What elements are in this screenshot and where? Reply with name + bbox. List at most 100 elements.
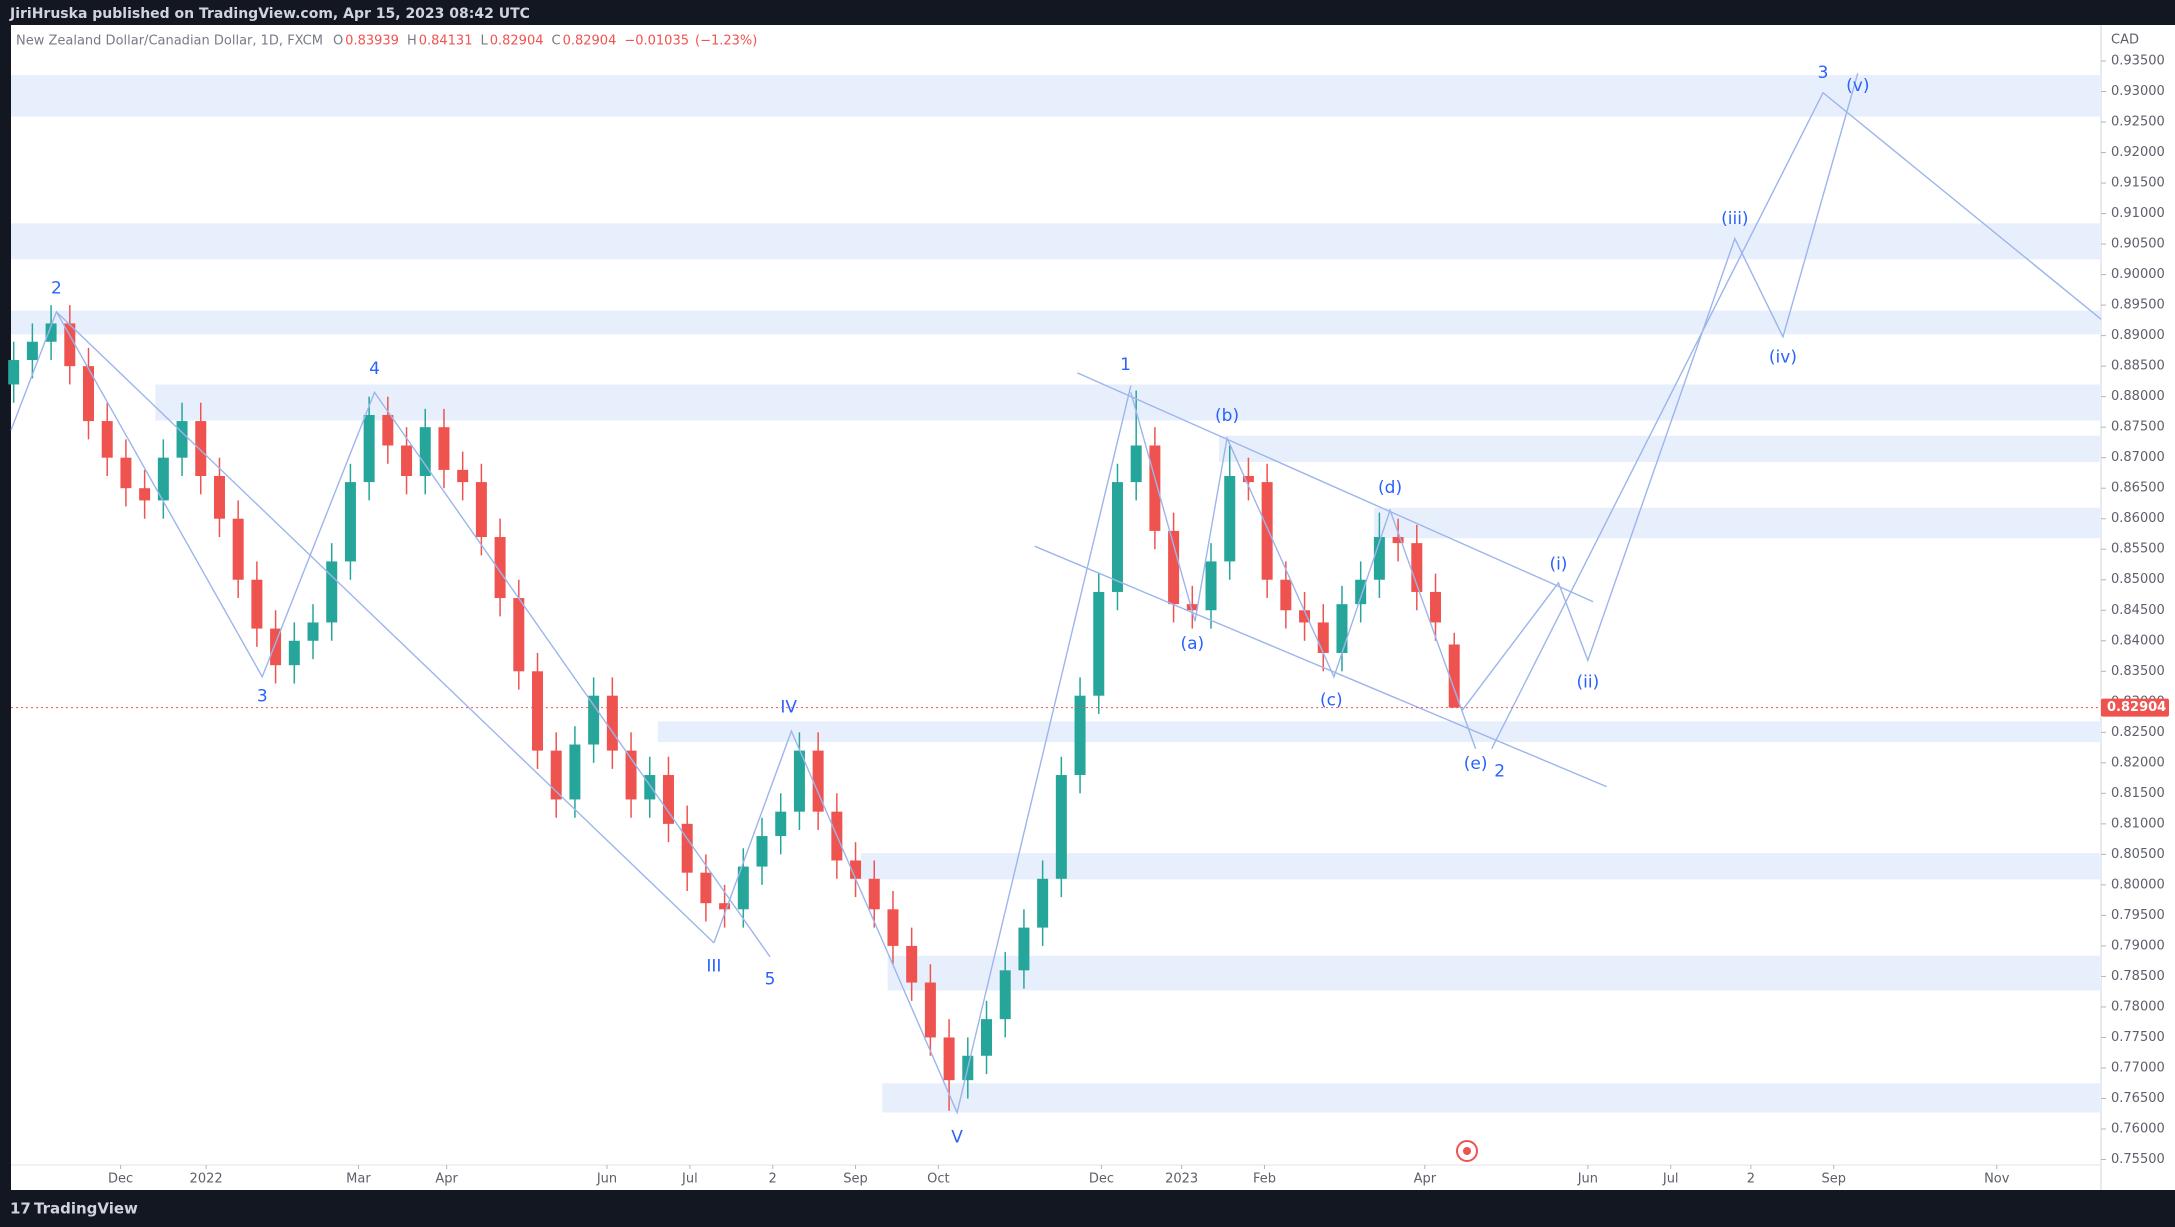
y-tick-label: 0.76500 xyxy=(2111,1091,2165,1106)
legend-item: −0.01035 xyxy=(624,34,689,49)
y-tick-label: 0.90500 xyxy=(2111,237,2165,252)
wave-label: (iii) xyxy=(1721,209,1748,229)
wave-line xyxy=(1491,91,2102,750)
currency: CAD xyxy=(2111,33,2139,48)
y-tick-label: 0.78500 xyxy=(2111,969,2165,984)
event-icon[interactable] xyxy=(1456,1140,1478,1162)
y-tick-label: 0.91500 xyxy=(2111,176,2165,191)
candle-body xyxy=(513,598,525,672)
legend-item: O xyxy=(333,34,343,49)
candle-body xyxy=(532,671,544,751)
candle-body xyxy=(1242,475,1254,483)
candle-body xyxy=(120,457,132,489)
candle-body xyxy=(101,421,113,458)
candle-body xyxy=(139,488,151,501)
candle-body xyxy=(644,775,656,800)
candle-body xyxy=(1205,561,1217,611)
candle-body xyxy=(756,836,768,867)
wave-label: (v) xyxy=(1846,76,1869,96)
y-tick-label: 0.82000 xyxy=(2111,755,2165,770)
candle-body xyxy=(382,414,394,446)
x-tick-label: 2 xyxy=(769,1172,777,1187)
y-tick-label: 0.84000 xyxy=(2111,633,2165,648)
candle-body xyxy=(625,750,637,800)
x-tick-label: Mar xyxy=(346,1172,371,1187)
candle-body xyxy=(1448,644,1460,708)
price-zone xyxy=(1219,435,2101,462)
wave-label: 4 xyxy=(369,359,380,379)
wave-label: (a) xyxy=(1180,634,1204,654)
y-tick-label: 0.76000 xyxy=(2111,1121,2165,1136)
y-tick-label: 0.91000 xyxy=(2111,206,2165,221)
candle-body xyxy=(662,775,674,824)
legend-item: 0.83939 xyxy=(345,34,399,49)
candle-body xyxy=(1130,445,1142,483)
candle-body xyxy=(195,421,207,476)
y-tick-label: 0.81000 xyxy=(2111,816,2165,831)
price-zone xyxy=(11,75,2101,117)
candle-body xyxy=(288,640,300,666)
price-zone xyxy=(11,310,2101,335)
wave-line xyxy=(1130,392,1477,750)
candle-body xyxy=(401,445,413,476)
publish-info: JiriHruska published on TradingView.com,… xyxy=(9,6,530,22)
candle-body xyxy=(981,1019,993,1056)
candle-body xyxy=(494,537,506,599)
legend-item: 0.82904 xyxy=(490,34,544,49)
candle-body xyxy=(1411,543,1423,592)
x-tick-label: Dec xyxy=(108,1172,133,1187)
y-tick-label: 0.87500 xyxy=(2111,420,2165,435)
x-tick-label: Dec xyxy=(1089,1172,1114,1187)
candle-body xyxy=(906,945,918,983)
wave-label: (i) xyxy=(1549,554,1567,574)
candle-body xyxy=(26,341,38,361)
candle-body xyxy=(1168,530,1180,605)
y-tick-label: 0.81500 xyxy=(2111,786,2165,801)
candle-body xyxy=(1317,622,1329,653)
candle-body xyxy=(1111,482,1123,592)
candle-body xyxy=(1430,591,1442,623)
y-tick-label: 0.85500 xyxy=(2111,542,2165,557)
x-tick-label: Sep xyxy=(1821,1172,1846,1187)
wave-label: 5 xyxy=(765,969,776,989)
y-tick-label: 0.84500 xyxy=(2111,603,2165,618)
y-tick-label: 0.89500 xyxy=(2111,298,2165,313)
wave-line xyxy=(713,385,1132,1115)
wave-label: 3 xyxy=(257,686,268,706)
legend-item: 0.82904 xyxy=(563,34,617,49)
candle-body xyxy=(924,982,936,1038)
candle-body xyxy=(1018,927,1030,971)
y-tick-label: 0.90000 xyxy=(2111,267,2165,282)
candle-body xyxy=(475,482,487,538)
candle-body xyxy=(943,1037,955,1081)
candle-body xyxy=(887,909,899,946)
price-zone xyxy=(887,955,2101,991)
candle-body xyxy=(999,970,1011,1020)
y-tick-label: 0.88500 xyxy=(2111,359,2165,374)
price-zone xyxy=(11,223,2101,260)
x-tick-label: Jul xyxy=(1662,1172,1679,1187)
candle-body xyxy=(363,414,375,483)
wave-label: V xyxy=(951,1128,963,1148)
candle-body xyxy=(1373,537,1385,580)
candle-body xyxy=(83,366,95,422)
wave-line xyxy=(1077,372,1594,603)
x-tick-label: Nov xyxy=(1984,1172,2010,1187)
wave-line xyxy=(1034,545,1607,788)
candle-body xyxy=(326,561,338,623)
candle-body xyxy=(1355,579,1367,605)
event-icon-dot xyxy=(1463,1147,1471,1155)
candle-body xyxy=(232,518,244,580)
candle-body xyxy=(1299,610,1311,623)
price-zone xyxy=(882,1083,2101,1113)
y-tick-label: 0.86000 xyxy=(2111,511,2165,526)
wave-label: (e) xyxy=(1464,754,1488,774)
x-tick-label: 2023 xyxy=(1165,1172,1198,1187)
candle-body xyxy=(419,427,431,476)
candle-body xyxy=(438,427,450,470)
price-zone xyxy=(1374,507,2101,539)
candle-body xyxy=(775,811,787,837)
chart-area xyxy=(11,25,2175,1190)
